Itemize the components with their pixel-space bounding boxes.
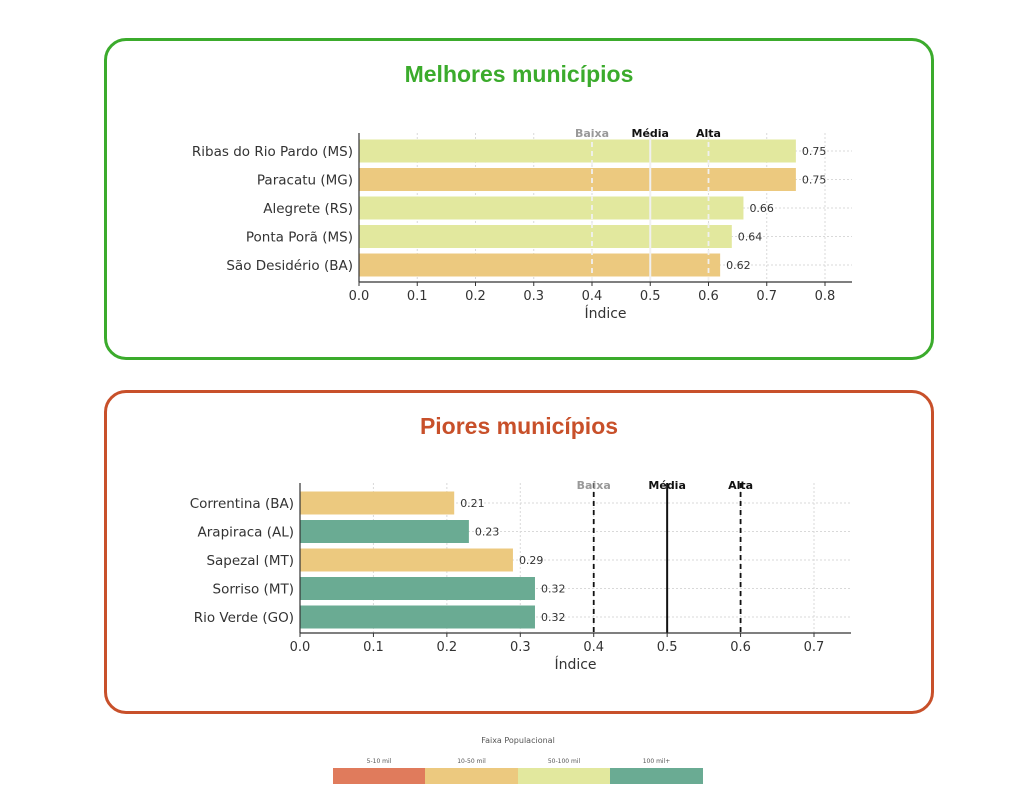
population-legend: Faixa Populacional 5-10 mil 10-50 mil 50…	[333, 732, 703, 792]
x-tick-label: 0.2	[465, 289, 486, 304]
bar	[359, 196, 744, 220]
category-label: São Desidério (BA)	[226, 258, 353, 274]
category-label: Paracatu (MG)	[257, 173, 353, 189]
category-label: Sorriso (MT)	[213, 582, 294, 598]
bar	[300, 605, 535, 629]
reference-label: Baixa	[577, 479, 611, 492]
best-panel-title: Melhores municípios	[404, 61, 634, 87]
legend-swatch-100-plus	[610, 768, 703, 784]
best-municipalities-panel: Melhores municípios Ribas do Rio Pardo (…	[104, 38, 934, 360]
legend-swatch-5-10	[333, 768, 425, 784]
reference-label: Média	[648, 479, 685, 492]
category-label: Rio Verde (GO)	[194, 610, 294, 626]
worst-municipalities-panel: Piores municípios Correntina (BA) 0.21 Ara…	[104, 390, 934, 714]
value-label: 0.64	[738, 231, 763, 244]
x-tick-label: 0.2	[437, 640, 458, 655]
value-label: 0.75	[802, 145, 827, 158]
x-tick-label: 0.3	[510, 640, 531, 655]
x-axis-label: Índice	[584, 305, 626, 322]
legend-label: 100 mil+	[642, 758, 671, 765]
x-tick-label: 0.7	[756, 289, 777, 304]
bar	[300, 491, 455, 515]
x-tick-label: 0.5	[640, 289, 661, 304]
legend-title: Faixa Populacional	[481, 736, 555, 745]
x-axis-label: Índice	[554, 656, 596, 673]
value-label: 0.62	[726, 259, 751, 272]
category-label: Correntina (BA)	[190, 496, 294, 512]
value-label: 0.29	[519, 554, 544, 567]
bar	[300, 548, 513, 572]
value-label: 0.21	[460, 497, 485, 510]
value-label: 0.75	[802, 174, 827, 187]
x-tick-label: 0.4	[583, 640, 604, 655]
legend-swatch-10-50	[425, 768, 518, 784]
x-tick-label: 0.6	[698, 289, 719, 304]
bar	[359, 225, 732, 248]
legend-label: 50-100 mil	[547, 758, 581, 765]
x-tick-label: 0.0	[290, 640, 311, 655]
category-label: Arapiraca (AL)	[198, 525, 294, 541]
category-label: Alegrete (RS)	[263, 201, 353, 217]
x-tick-label: 0.4	[582, 289, 603, 304]
x-tick-label: 0.6	[730, 640, 751, 655]
value-label: 0.32	[541, 583, 566, 596]
worst-panel-title: Piores municípios	[419, 413, 619, 439]
x-tick-label: 0.5	[657, 640, 678, 655]
x-tick-label: 0.8	[815, 289, 836, 304]
category-label: Ribas do Rio Pardo (MS)	[192, 144, 353, 160]
reference-label: Baixa	[575, 127, 609, 140]
bar	[359, 139, 796, 163]
x-tick-label: 0.3	[523, 289, 544, 304]
legend-swatch-50-100	[518, 768, 610, 784]
value-label: 0.23	[475, 526, 500, 539]
legend-label: 5-10 mil	[366, 758, 392, 765]
bar	[359, 168, 796, 191]
reference-label: Média	[632, 127, 669, 140]
worst-municipalities-chart: Correntina (BA) 0.21 Arapiraca (AL) 0.23 Sap…	[190, 479, 851, 673]
value-label: 0.32	[541, 611, 566, 624]
value-label: 0.66	[749, 202, 774, 215]
x-tick-label: 0.1	[363, 640, 384, 655]
legend-label: 10-50 mil	[457, 758, 486, 765]
bar	[300, 577, 535, 600]
x-tick-label: 0.7	[804, 640, 825, 655]
x-tick-label: 0.1	[407, 289, 428, 304]
category-label: Ponta Porã (MS)	[246, 230, 353, 246]
reference-label: Alta	[696, 127, 721, 140]
x-tick-label: 0.0	[349, 289, 370, 304]
bar	[300, 520, 469, 543]
best-municipalities-chart: Ribas do Rio Pardo (MS) 0.75 Paracatu (MG)…	[192, 127, 852, 322]
bar	[359, 253, 721, 277]
category-label: Sapezal (MT)	[206, 553, 294, 569]
reference-label: Alta	[728, 479, 753, 492]
